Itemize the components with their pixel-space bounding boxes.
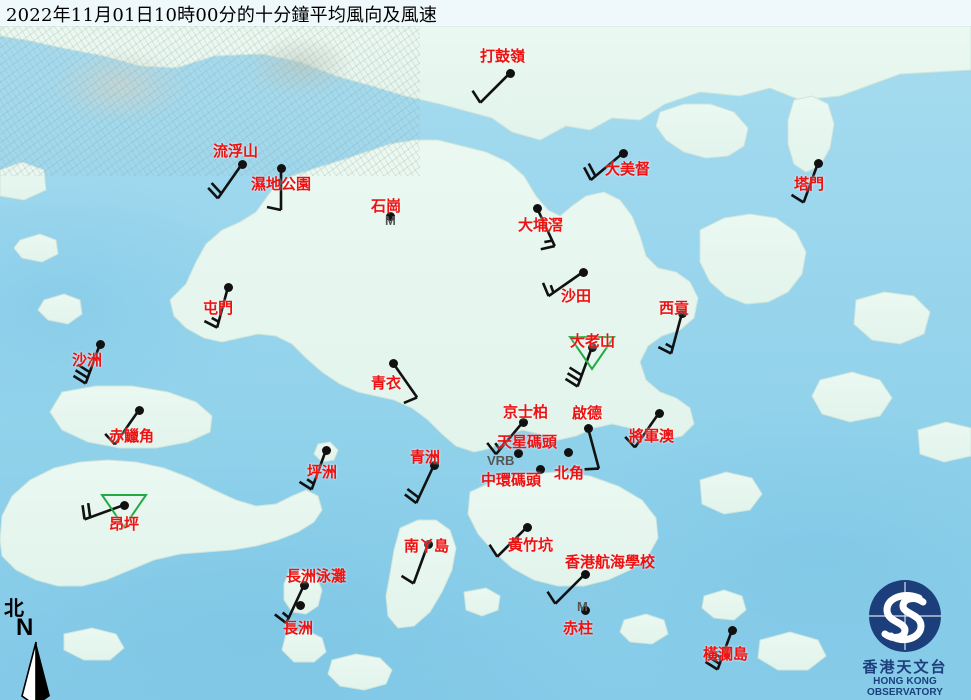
land-islet-8 xyxy=(811,371,893,423)
station-label: 赤柱 xyxy=(563,619,594,637)
station-label: 北角 xyxy=(554,464,585,482)
station-label: 香港航海學校 xyxy=(565,553,656,571)
station-label: 京士柏 xyxy=(503,403,549,421)
land-islet-10 xyxy=(37,293,83,325)
station-label: 啟德 xyxy=(572,404,603,422)
station-marker-dot[interactable] xyxy=(518,417,528,427)
station-label: 打鼓嶺 xyxy=(480,47,526,65)
station-label: 昂坪 xyxy=(109,515,140,533)
station-marker-dot[interactable] xyxy=(423,539,433,549)
title-bar: 2022年11月01日10時00分的十分鐘平均風向及風速 xyxy=(0,0,971,26)
station-label: 中環碼頭 xyxy=(481,471,542,489)
station-label: 長洲泳灘 xyxy=(286,567,347,585)
station-label: 沙洲 xyxy=(72,351,103,369)
station-marker-dot[interactable] xyxy=(618,148,628,158)
station-marker-dot[interactable] xyxy=(299,580,309,590)
station-status-flag: VRB xyxy=(487,453,515,468)
station-marker-dot[interactable] xyxy=(388,358,398,368)
land-islet-14 xyxy=(757,631,827,671)
land-islet-1 xyxy=(281,629,327,663)
land-new-territories xyxy=(169,139,699,453)
station-marker-dot[interactable] xyxy=(295,600,305,610)
station-marker-dot[interactable] xyxy=(580,569,590,579)
station-marker-dot[interactable] xyxy=(583,423,593,433)
station-label: 橫瀾島 xyxy=(703,645,749,663)
station-marker-dot[interactable] xyxy=(505,68,515,78)
compass-needle-icon xyxy=(21,641,50,700)
station-label: 南丫島 xyxy=(404,537,450,555)
station-marker-dot[interactable] xyxy=(532,203,542,213)
station-label: 大埔滘 xyxy=(518,216,564,234)
land-islet-4 xyxy=(701,589,747,621)
hko-name-cn: 香港天文台 xyxy=(862,658,948,676)
station-marker-dot[interactable] xyxy=(727,625,737,635)
page-title: 2022年11月01日10時00分的十分鐘平均風向及風速 xyxy=(6,5,438,26)
land-plover-cove xyxy=(655,103,749,159)
station-marker-dot[interactable] xyxy=(522,522,532,532)
station-label: 坪洲 xyxy=(307,463,338,481)
land-islet-5 xyxy=(63,627,125,661)
station-marker-dot[interactable] xyxy=(95,339,105,349)
station-marker-dot[interactable] xyxy=(119,500,129,510)
station-status-flag: M xyxy=(577,599,588,614)
station-label: 西貢 xyxy=(659,299,690,317)
station-label: 將軍澳 xyxy=(629,427,675,445)
station-marker-dot[interactable] xyxy=(134,405,144,415)
station-label: 石崗 xyxy=(371,197,402,215)
station-marker-dot[interactable] xyxy=(677,308,687,318)
station-label: 青衣 xyxy=(371,374,402,392)
station-status-flag: M xyxy=(385,213,396,228)
station-label: 天星碼頭 xyxy=(497,433,558,451)
station-label: 長洲 xyxy=(283,619,314,637)
compass-label-en: N xyxy=(16,614,34,641)
land-islet-12 xyxy=(0,161,47,201)
hko-logo: 香港天文台 HONG KONG OBSERVATORY xyxy=(845,578,965,698)
station-marker-dot[interactable] xyxy=(813,158,823,168)
station-marker-dot[interactable] xyxy=(223,282,233,292)
compass-label-cn: 北 xyxy=(4,596,24,620)
station-label: 濕地公園 xyxy=(251,175,312,193)
station-label: 青洲 xyxy=(410,448,441,466)
land-islet-7 xyxy=(853,291,931,345)
station-marker-dot[interactable] xyxy=(276,163,286,173)
station-label: 流浮山 xyxy=(213,142,259,160)
hko-name-en: HONG KONG OBSERVATORY xyxy=(866,676,944,698)
station-marker-dot[interactable] xyxy=(578,267,588,277)
station-marker-dot[interactable] xyxy=(580,605,590,615)
land-lantau xyxy=(0,459,323,587)
land-islet-6 xyxy=(619,613,669,645)
station-label: 大老山 xyxy=(570,332,616,350)
land-islet-2 xyxy=(327,653,393,691)
station-marker-dot[interactable] xyxy=(654,408,664,418)
land-sai-kung-east xyxy=(699,213,807,305)
station-label: 黃竹坑 xyxy=(508,536,554,554)
land-islet-13 xyxy=(917,421,971,463)
station-marker-dot[interactable] xyxy=(587,342,597,352)
station-label: 大美督 xyxy=(605,160,651,178)
station-marker-dot[interactable] xyxy=(563,447,573,457)
station-marker-dot[interactable] xyxy=(321,445,331,455)
land-islet-9 xyxy=(699,471,763,515)
station-label: 屯門 xyxy=(203,299,234,317)
land-islet-3 xyxy=(463,587,501,617)
station-label: 塔門 xyxy=(794,175,825,193)
hko-emblem-icon xyxy=(869,580,941,652)
station-label: 沙田 xyxy=(561,287,592,305)
land-islet-11 xyxy=(13,233,59,263)
station-marker-dot[interactable] xyxy=(385,211,395,221)
station-marker-dot[interactable] xyxy=(535,464,545,474)
station-marker-dot[interactable] xyxy=(429,460,439,470)
station-label: 赤鱲角 xyxy=(109,427,155,445)
land-tap-mun xyxy=(787,95,835,173)
